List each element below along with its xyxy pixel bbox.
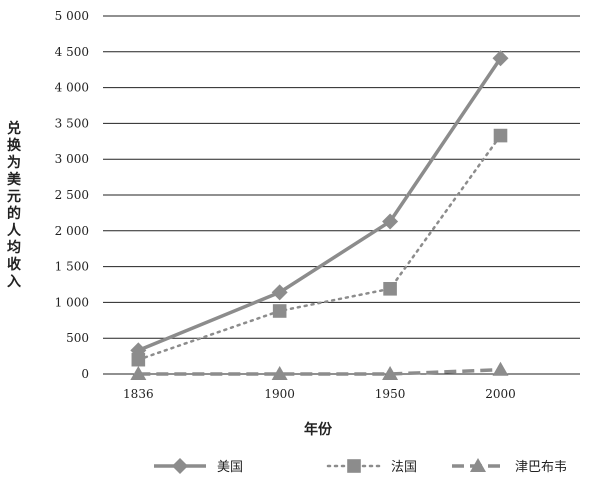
series-line [137,134,502,361]
y-tick-label: 1 500 [55,260,89,274]
x-tick-label: 1900 [264,387,295,401]
legend-marker [470,458,486,472]
data-point [492,50,509,67]
data-point [383,281,397,296]
data-point [382,213,399,230]
y-tick-label: 2 500 [55,188,89,202]
x-tick-label: 1950 [375,387,406,401]
series-group [130,50,509,380]
data-point [131,352,146,367]
x-axis-title: 年份 [304,421,333,438]
y-tick-label: 500 [66,331,89,345]
series-3 [130,361,509,380]
data-point [130,366,147,380]
data-point [271,366,288,380]
legend-item: 法国 [326,459,417,475]
legend-label: 津巴布韦 [515,460,567,475]
y-tick-label: 4 500 [55,45,89,59]
y-tick-label: 1 000 [55,295,89,309]
legend-item: 美国 [154,458,243,475]
x-tick-label: 2000 [485,387,516,401]
legend-item: 津巴布韦 [452,458,567,475]
y-tick-label: 5 000 [55,9,89,23]
legend: 美国 法国 津巴布韦 [154,458,567,475]
y-tick-labels: 0 500 1 000 1 500 2 000 2 500 3 000 3 500 4 000 4… [55,9,89,381]
data-point [382,366,399,380]
y-tick-label: 0 [81,367,89,381]
gridlines [103,15,580,375]
data-point [492,361,509,376]
data-point [271,284,288,301]
legend-label: 美国 [217,460,243,475]
y-tick-label: 4 000 [55,81,89,95]
x-tick-labels: 1836 1900 1950 2000 [123,387,516,401]
x-tick-label: 1836 [123,387,154,401]
y-axis-title: 兑换为美元的人均收入 [7,120,22,290]
y-tick-label: 3 500 [55,116,89,130]
series-2 [131,128,508,367]
legend-marker [347,459,361,473]
y-tick-label: 3 000 [55,152,89,166]
series-line [137,57,502,352]
y-tick-label: 2 000 [55,224,89,238]
data-point [272,304,287,318]
series-line [138,367,501,376]
legend-marker [172,458,188,474]
data-point [493,128,508,143]
legend-label: 法国 [391,460,417,475]
